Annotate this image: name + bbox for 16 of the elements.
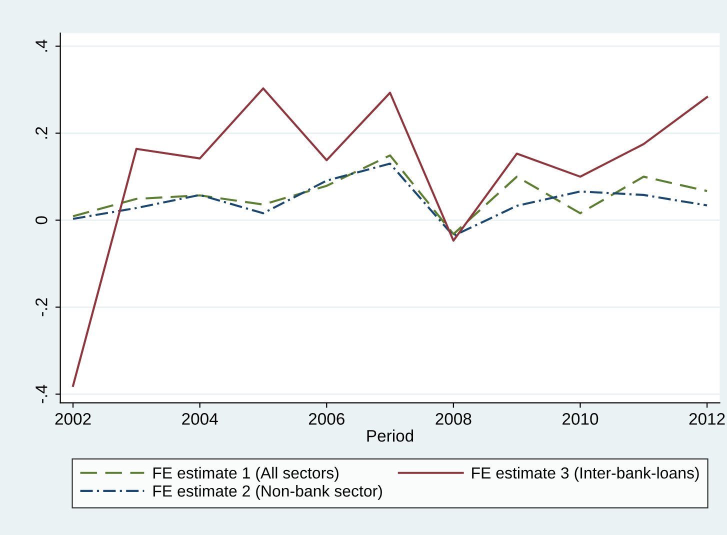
y-tick-label: .2 — [36, 127, 48, 139]
x-tick-label: 2012 — [689, 413, 725, 425]
y-tick-label: -.4 — [36, 384, 48, 404]
x-tick-label: 2002 — [55, 413, 91, 425]
y-tick-label: -.2 — [36, 298, 48, 316]
y-tick-label: .4 — [36, 40, 48, 52]
line-series — [72, 87, 708, 387]
y-tick-label: 0 — [36, 216, 48, 224]
x-tick-label: 2004 — [182, 413, 218, 425]
x-axis-title: Period — [367, 430, 414, 442]
legend-label: FE estimate 3 (Inter-bank-loans) — [472, 466, 699, 482]
legend-label: FE estimate 1 (All sectors) — [153, 466, 338, 482]
legend-label: FE estimate 2 (Non-bank sector) — [153, 484, 382, 500]
x-tick-label: 2008 — [436, 413, 472, 425]
x-tick-label: 2010 — [562, 413, 598, 425]
x-tick-label: 2006 — [308, 413, 344, 425]
